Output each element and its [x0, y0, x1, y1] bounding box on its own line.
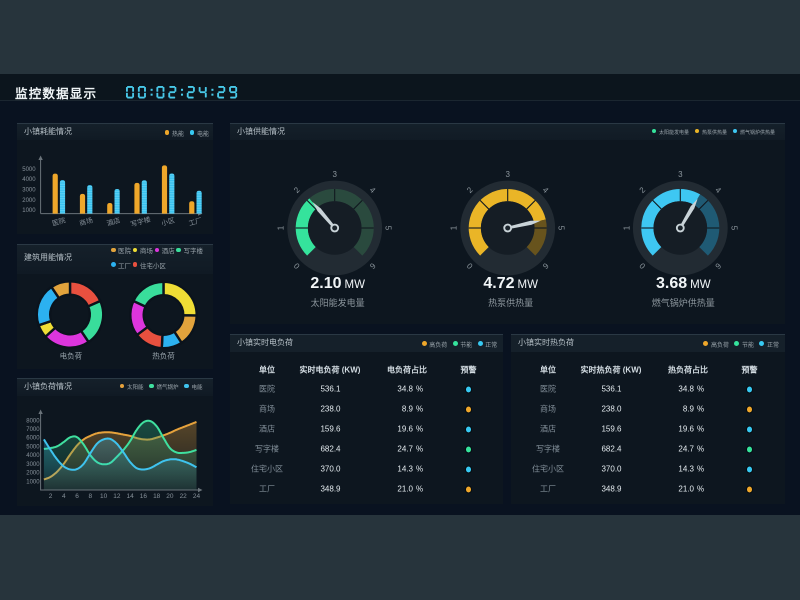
svg-text:2: 2 — [465, 185, 475, 195]
svg-text:6: 6 — [540, 261, 550, 271]
svg-text:热负荷: 热负荷 — [152, 350, 175, 360]
svg-text:6: 6 — [713, 261, 723, 271]
svg-text:工厂: 工厂 — [188, 216, 203, 227]
svg-text:0: 0 — [292, 260, 302, 270]
svg-text:2: 2 — [638, 185, 648, 195]
svg-text:小区: 小区 — [160, 215, 176, 227]
svg-text:2: 2 — [49, 493, 53, 500]
svg-text:4: 4 — [541, 185, 551, 195]
svg-text:0: 0 — [637, 260, 647, 270]
svg-text:5000: 5000 — [26, 444, 40, 450]
svg-text:6: 6 — [75, 493, 79, 500]
svg-text:5: 5 — [557, 225, 566, 230]
svg-text:8000: 8000 — [26, 418, 40, 424]
svg-text:0: 0 — [465, 260, 475, 270]
svg-text:16: 16 — [140, 493, 148, 500]
svg-text:3: 3 — [332, 170, 337, 179]
svg-text:3000: 3000 — [22, 187, 36, 193]
svg-text:3: 3 — [678, 170, 683, 179]
svg-text:2000: 2000 — [26, 471, 40, 477]
svg-text:1: 1 — [277, 225, 286, 230]
svg-text:3000: 3000 — [26, 462, 40, 468]
svg-text:酒店: 酒店 — [106, 215, 122, 227]
svg-text:1000: 1000 — [22, 208, 36, 214]
svg-text:2: 2 — [292, 185, 302, 195]
svg-text:18: 18 — [153, 493, 161, 500]
svg-text:20: 20 — [166, 493, 174, 500]
svg-text:8: 8 — [88, 493, 92, 500]
svg-text:1: 1 — [622, 225, 631, 230]
svg-text:1000: 1000 — [26, 479, 40, 485]
svg-text:24: 24 — [193, 493, 201, 500]
svg-text:2000: 2000 — [22, 197, 36, 203]
svg-text:7000: 7000 — [26, 427, 40, 433]
svg-text:10: 10 — [100, 493, 108, 500]
svg-text:12: 12 — [113, 493, 121, 500]
svg-text:3: 3 — [505, 170, 510, 179]
svg-text:4000: 4000 — [26, 453, 40, 459]
svg-text:4: 4 — [62, 493, 66, 500]
svg-text:医院: 医院 — [51, 215, 67, 227]
svg-text:22: 22 — [180, 493, 188, 500]
svg-text:4000: 4000 — [22, 177, 36, 183]
svg-text:5000: 5000 — [22, 166, 36, 172]
svg-text:6000: 6000 — [26, 436, 40, 442]
svg-text:4: 4 — [368, 185, 378, 195]
svg-text:写字楼: 写字楼 — [129, 214, 151, 228]
svg-text:5: 5 — [729, 225, 738, 230]
svg-text:1: 1 — [450, 225, 459, 230]
svg-text:14: 14 — [126, 493, 134, 500]
svg-text:电负荷: 电负荷 — [60, 350, 83, 360]
svg-text:4: 4 — [713, 185, 723, 195]
svg-text:6: 6 — [367, 261, 377, 271]
svg-text:商场: 商场 — [78, 215, 94, 227]
svg-text:5: 5 — [384, 225, 393, 230]
